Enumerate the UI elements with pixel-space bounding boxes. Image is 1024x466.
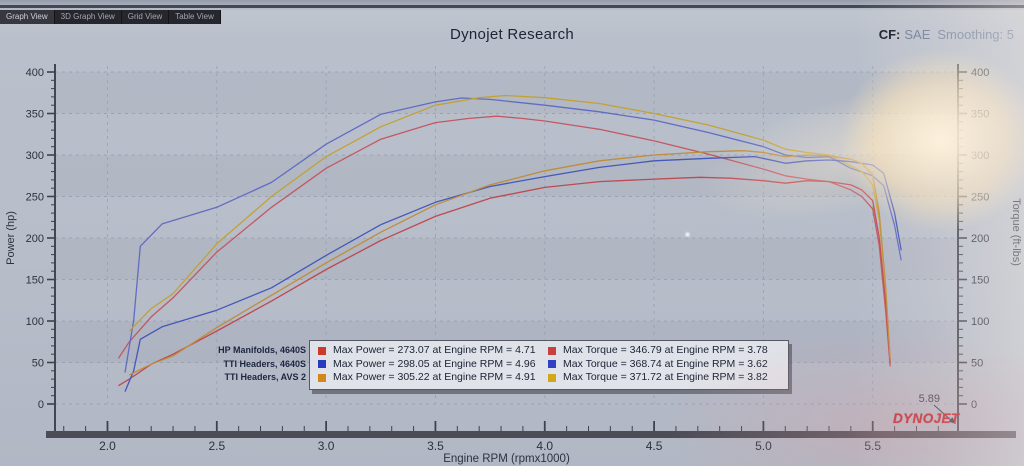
legend-swatch-icon [548, 346, 556, 355]
svg-text:2.0: 2.0 [99, 439, 116, 453]
legend-max-text: Max Power = 298.05 at Engine RPM = 4.96 [333, 357, 536, 370]
svg-text:3.5: 3.5 [427, 439, 444, 453]
svg-text:5.89: 5.89 [919, 393, 940, 405]
svg-text:5.0: 5.0 [755, 439, 772, 453]
svg-text:100: 100 [26, 316, 44, 328]
legend-swatch-icon [548, 373, 556, 382]
legend-swatch-icon [548, 360, 556, 369]
svg-text:0: 0 [971, 399, 977, 411]
svg-text:400: 400 [971, 67, 989, 79]
legend-entry-torque: Max Torque = 346.79 at Engine RPM = 3.78 [548, 344, 778, 358]
svg-text:4.5: 4.5 [646, 439, 663, 453]
view-tab-bar: Graph View 3D Graph View Grid View Table Vi… [0, 10, 221, 24]
legend-max-text: Max Torque = 368.74 at Engine RPM = 3.62 [563, 357, 768, 370]
svg-text:150: 150 [971, 275, 989, 287]
svg-text:50: 50 [32, 358, 44, 370]
legend-entry-power: Max Power = 298.05 at Engine RPM = 4.96 [318, 358, 536, 372]
cursor-arrow-icon [948, 417, 956, 424]
legend-entry-power: Max Power = 273.07 at Engine RPM = 4.71 [318, 344, 536, 358]
svg-text:150: 150 [26, 275, 44, 287]
svg-text:4.0: 4.0 [536, 439, 553, 453]
run-name-label: TTI Headers, AVS 2 [224, 372, 306, 382]
svg-text:300: 300 [971, 150, 989, 162]
svg-text:0: 0 [38, 399, 44, 411]
run-name-label: HP Manifolds, 4640S [218, 345, 306, 355]
legend-entry-torque: Max Torque = 368.74 at Engine RPM = 3.62 [548, 358, 778, 372]
window-top-border [0, 5, 1024, 8]
svg-text:3.0: 3.0 [318, 439, 335, 453]
svg-text:100: 100 [971, 316, 989, 328]
legend-box[interactable]: Max Power = 273.07 at Engine RPM = 4.71 M… [309, 340, 789, 390]
legend-swatch-icon [318, 373, 326, 382]
chart-title: Dynojet Research [449, 26, 575, 43]
svg-text:350: 350 [971, 109, 989, 121]
cf-value: SAE [904, 27, 931, 42]
tab-table-view[interactable]: Table View [169, 10, 221, 24]
tab-graph-view[interactable]: Graph View [0, 10, 55, 24]
svg-text:Power (hp): Power (hp) [5, 211, 17, 265]
legend-swatch-icon [318, 346, 326, 355]
svg-text:Engine RPM (rpmx1000): Engine RPM (rpmx1000) [443, 453, 570, 465]
legend-entry-power: Max Power = 305.22 at Engine RPM = 4.91 [318, 371, 536, 385]
svg-text:Torque (ft-lbs): Torque (ft-lbs) [1010, 198, 1022, 266]
legend-entry-torque: Max Torque = 371.72 at Engine RPM = 3.82 [548, 371, 778, 385]
smoothing-value: Smoothing: 5 [937, 27, 1014, 42]
tab-3d-graph-view[interactable]: 3D Graph View [54, 10, 122, 24]
svg-text:5.5: 5.5 [864, 439, 881, 453]
legend-row: Max Power = 298.05 at Engine RPM = 4.96 M… [318, 358, 778, 372]
legend-max-text: Max Power = 273.07 at Engine RPM = 4.71 [333, 344, 536, 356]
svg-text:350: 350 [26, 109, 44, 121]
svg-text:300: 300 [26, 150, 44, 162]
legend-row: Max Power = 273.07 at Engine RPM = 4.71 M… [318, 344, 778, 358]
svg-text:250: 250 [26, 192, 44, 204]
chart-legend: HP Manifolds, 4640S TTI Headers, 4640S TTI… [176, 340, 789, 390]
svg-text:250: 250 [971, 192, 989, 204]
svg-text:200: 200 [26, 233, 44, 245]
svg-text:50: 50 [971, 358, 983, 370]
svg-text:2.5: 2.5 [208, 439, 225, 453]
run-name-label: TTI Headers, 4640S [223, 358, 306, 369]
dynojet-logo: DYNOJET [893, 411, 960, 426]
run-name-list: HP Manifolds, 4640S TTI Headers, 4640S TTI… [176, 340, 309, 385]
legend-max-text: Max Torque = 346.79 at Engine RPM = 3.78 [563, 344, 768, 356]
plot-bands [55, 72, 958, 363]
legend-swatch-icon [318, 360, 326, 369]
svg-text:200: 200 [971, 233, 989, 245]
legend-max-text: Max Power = 305.22 at Engine RPM = 4.91 [333, 371, 536, 383]
cf-label: CF: [878, 27, 901, 42]
cursor-annotation: 5.89 [919, 393, 956, 424]
svg-text:400: 400 [26, 67, 44, 79]
legend-row: Max Power = 305.22 at Engine RPM = 4.91 M… [318, 371, 778, 385]
correction-factor-readout: CF: SAE Smoothing: 5 [879, 27, 1014, 42]
legend-max-text: Max Torque = 371.72 at Engine RPM = 3.82 [563, 371, 768, 383]
tab-grid-view[interactable]: Grid View [121, 10, 170, 24]
